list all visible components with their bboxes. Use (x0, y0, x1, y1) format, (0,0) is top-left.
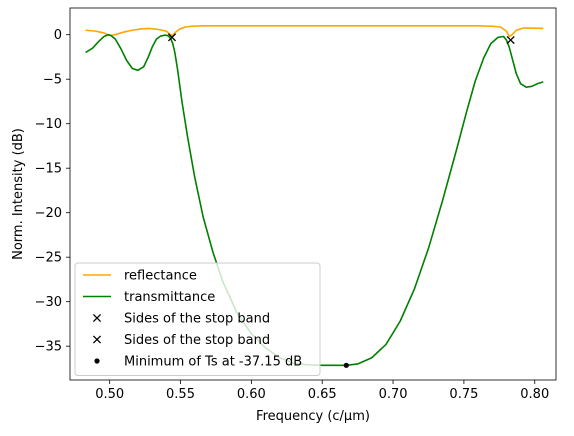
x-tick-label: 0.75 (449, 387, 478, 402)
y-tick-label: −15 (35, 162, 62, 177)
legend-x-marker (92, 313, 102, 323)
x-axis: 0.50 0.55 0.60 0.65 0.70 0.75 0.80 (95, 380, 549, 402)
x-tick-label: 0.80 (520, 387, 549, 402)
y-tick-label: −5 (43, 73, 62, 88)
legend-box (74, 262, 321, 376)
y-tick-label: 0 (54, 28, 62, 43)
y-tick-label: −20 (35, 206, 62, 221)
series-line-reflectance (85, 25, 544, 38)
legend-label: transmittance (124, 290, 215, 305)
stop-band-side-marker (506, 35, 515, 45)
legend-label: Minimum of Ts at -37.15 dB (124, 355, 302, 370)
minimum-marker (343, 362, 349, 368)
y-tick-label: −35 (35, 340, 62, 355)
x-tick-label: 0.70 (379, 387, 408, 402)
x-tick-label: 0.50 (95, 387, 124, 402)
x-tick-label: 0.60 (237, 387, 266, 402)
marker-layer (167, 33, 515, 368)
legend-label: Sides of the stop band (124, 333, 270, 348)
y-tick-label: −30 (35, 295, 62, 310)
y-tick-label: −10 (35, 117, 62, 132)
legend: reflectance transmittance Sides of the sto… (74, 262, 321, 376)
x-tick-label: 0.65 (308, 387, 337, 402)
legend-label: Sides of the stop band (124, 312, 270, 327)
x-axis-label: Frequency (c/μm) (256, 409, 370, 424)
legend-item: Sides of the stop band (92, 333, 270, 348)
legend-item: reflectance (83, 269, 197, 284)
legend-item: Sides of the stop band (92, 312, 270, 327)
x-tick-label: 0.55 (166, 387, 195, 402)
legend-x-marker (92, 335, 102, 344)
legend-item: Minimum of Ts at -37.15 dB (94, 355, 302, 370)
legend-label: reflectance (124, 269, 197, 284)
plot-frame (69, 7, 557, 381)
y-tick-label: −25 (35, 251, 62, 266)
y-axis-label: Norm. Intensity (dB) (11, 128, 26, 260)
y-axis: 0 −5 −10 −15 −20 −25 −30 −35 (35, 28, 70, 355)
stop-band-side-marker (167, 33, 177, 42)
legend-dot-marker (94, 358, 100, 364)
legend-item: transmittance (83, 290, 215, 305)
